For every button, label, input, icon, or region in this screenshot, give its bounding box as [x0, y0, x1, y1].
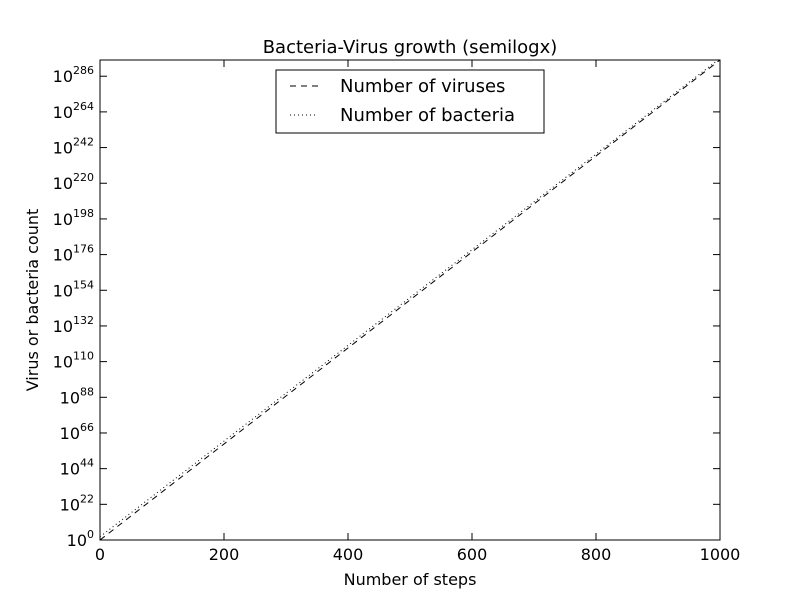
x-tick-label: 0: [95, 545, 105, 564]
y-tick-label: 10264: [53, 100, 94, 122]
y-tick-label: 10242: [53, 136, 94, 158]
y-tick-label: 1066: [60, 421, 94, 443]
x-tick-label: 800: [581, 545, 612, 564]
y-tick-label: 1088: [60, 385, 94, 407]
legend: Number of viruses Number of bacteria: [275, 69, 545, 134]
y-tick-label: 10286: [53, 64, 94, 86]
x-tick-label: 200: [209, 545, 240, 564]
series-line-viruses: [99, 59, 721, 541]
series-layer: [99, 57, 721, 541]
x-tick-label: 600: [457, 545, 488, 564]
x-tick-label: 1000: [700, 545, 741, 564]
y-tick-label: 10154: [53, 278, 94, 300]
chart-title: Bacteria-Virus growth (semilogx): [263, 37, 558, 58]
legend-label-bacteria: Number of bacteria: [340, 105, 515, 126]
y-axis-ticks: 100 1022 1044 1066 1088 10110 10132 10154 10176 1…: [53, 64, 720, 550]
x-tick-label: 400: [333, 545, 364, 564]
x-axis-ticks: 0 200 400 600 800 1000: [95, 60, 740, 564]
y-tick-label: 10176: [53, 243, 94, 265]
plot-frame: [99, 59, 721, 541]
y-tick-label: 10110: [53, 350, 94, 372]
y-tick-label: 100: [67, 528, 94, 550]
y-axis-label: Virus or bacteria count: [23, 209, 42, 392]
series-line-bacteria: [99, 57, 721, 538]
y-tick-label: 10220: [53, 171, 94, 193]
legend-label-viruses: Number of viruses: [340, 76, 505, 97]
y-tick-label: 10198: [53, 207, 94, 229]
y-tick-label: 1044: [60, 457, 94, 479]
legend-box: [275, 69, 545, 134]
x-axis-label: Number of steps: [344, 570, 477, 589]
y-tick-label: 10132: [53, 314, 94, 336]
y-tick-label: 1022: [60, 492, 94, 514]
